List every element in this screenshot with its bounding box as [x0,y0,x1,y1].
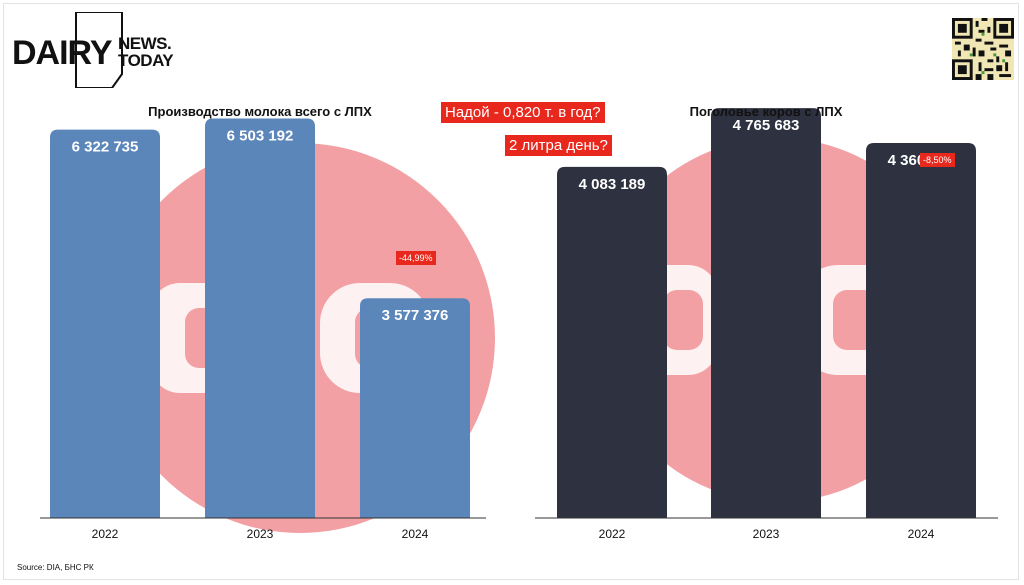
watermark-glyph-hole [663,290,703,350]
logo-word-news: NEWS. [118,34,172,53]
x-tick-label: 2023 [753,527,780,541]
bar [205,118,315,519]
bar-value-label: 4 083 189 [579,176,646,193]
logo-word-dairy: DAIRY [12,34,113,72]
bar [557,166,667,518]
x-tick-label: 2024 [908,527,935,541]
dairynews-logo: DAIRY NEWS. TODAY [12,12,182,88]
x-tick-label: 2024 [402,527,429,541]
x-tick-label: 2022 [92,527,119,541]
bar [866,143,976,519]
bar-value-label: 4 765 683 [733,117,800,134]
bar-value-label: 3 577 376 [382,307,449,324]
logo-word-today: TODAY [118,51,174,70]
bar [711,108,821,519]
yield-question-tag: Надой - 0,820 т. в год? [441,102,605,123]
bar [50,129,160,518]
logo-frame-icon [75,12,123,88]
liters-question-tag: 2 литра день? [505,135,612,156]
cows-change-tag: -8,50% [920,153,955,167]
bar-value-label: 6 503 192 [227,128,294,145]
x-tick-label: 2023 [247,527,274,541]
x-tick-label: 2022 [599,527,626,541]
milk-change-tag: -44,99% [396,251,436,265]
cows-chart-title: Поголовье коров с ЛПХ [689,104,843,119]
bar-value-label: 6 322 735 [72,139,139,156]
milk-chart-title: Производство молока всего с ЛПХ [148,104,372,119]
qr-code-icon [952,18,1014,80]
bar [360,298,470,518]
source-note: Source: DIA, БНС РК [17,563,94,572]
